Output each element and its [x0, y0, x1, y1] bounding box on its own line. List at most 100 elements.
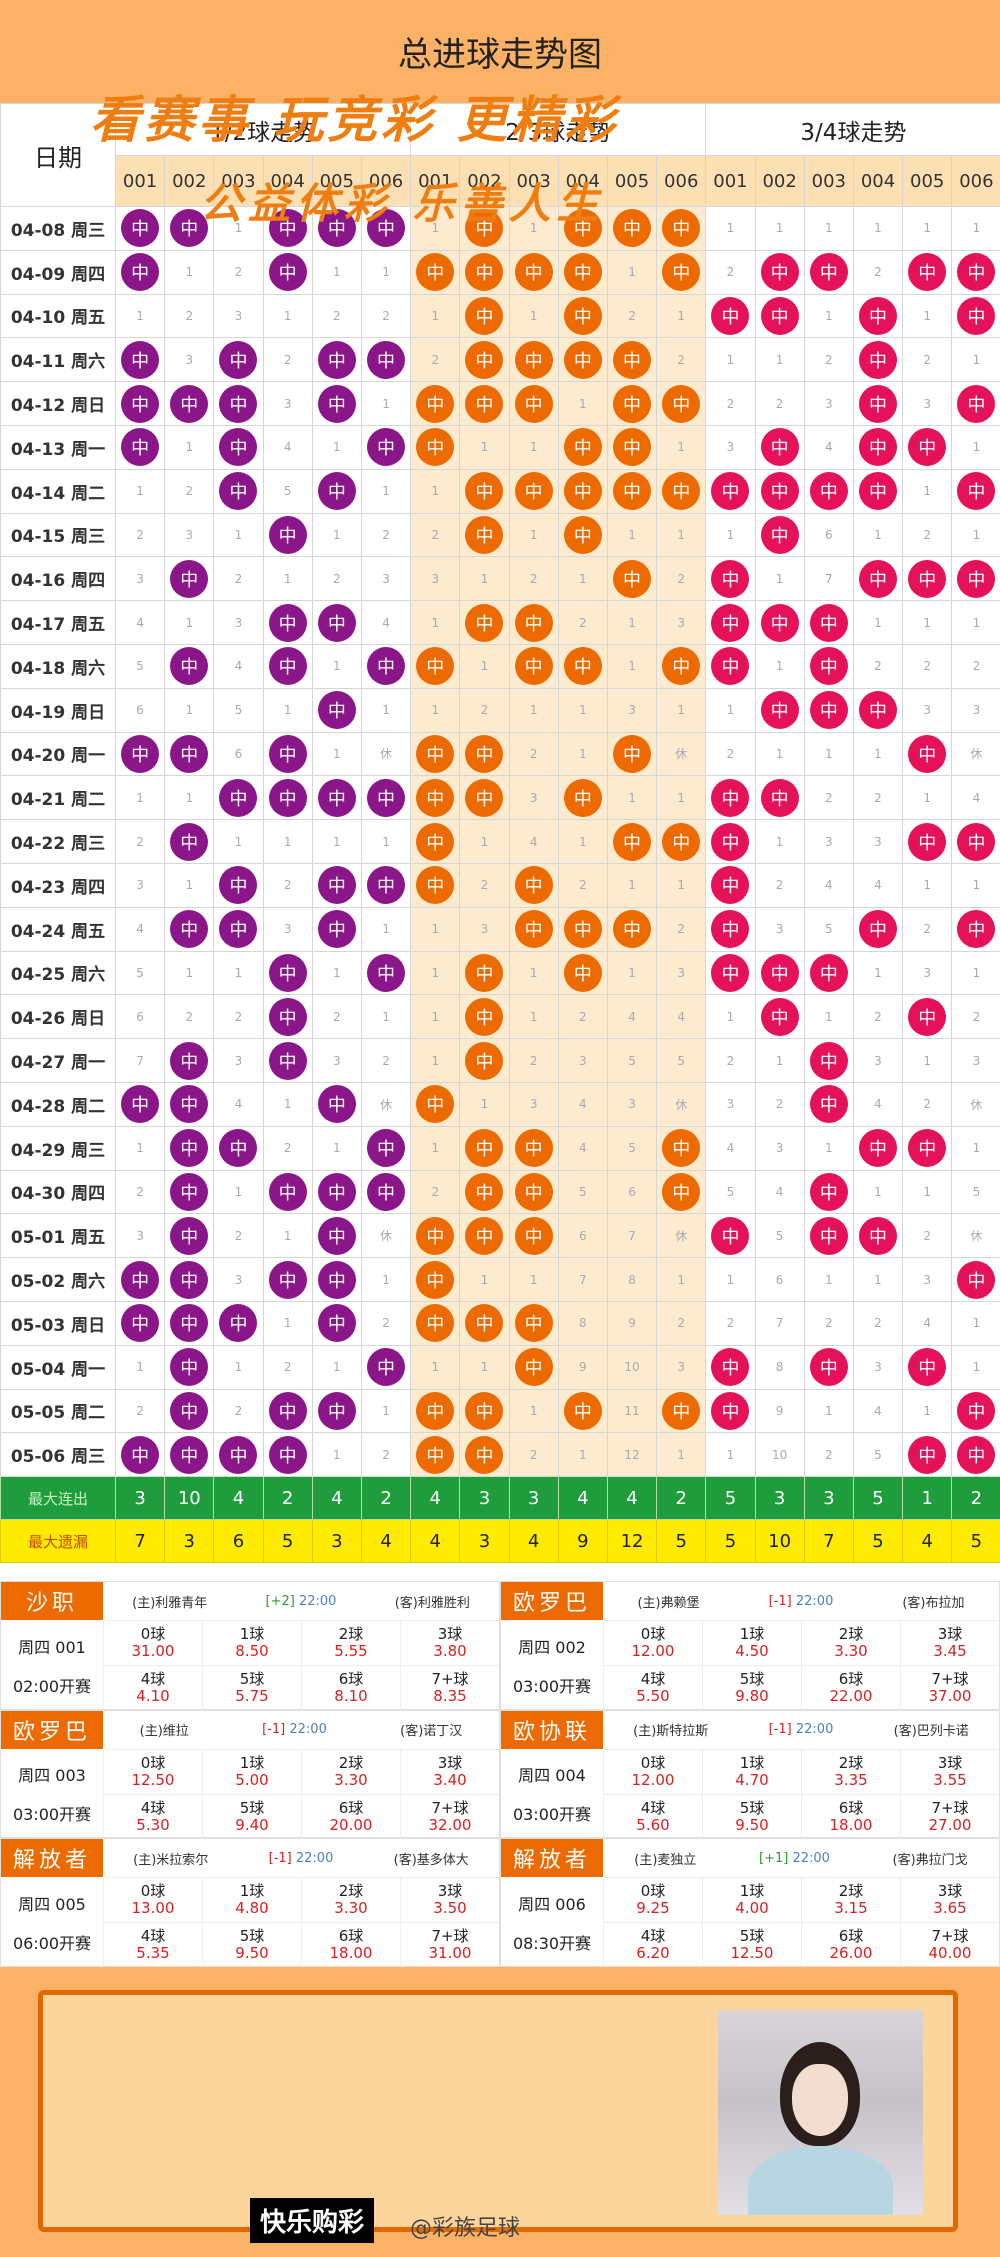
trend-cell: 3 — [951, 1038, 1000, 1083]
hit-ball: 中 — [957, 1260, 996, 1299]
match-teams: (主)麦独立 [+1] 22:00 (客)弗拉门戈 — [603, 1849, 999, 1868]
odds-option[interactable]: 4球 5.60 — [603, 1793, 702, 1839]
hit-ball: 中 — [268, 778, 307, 817]
odds-option[interactable]: 5球 9.80 — [702, 1665, 801, 1710]
hit-ball: 中 — [317, 472, 356, 511]
odds-option[interactable]: 6球 18.00 — [801, 1793, 900, 1839]
match-card[interactable]: 解放者 (主)麦独立 [+1] 22:00 (客)弗拉门戈 周四 006 08:30开赛 0… — [500, 1838, 1000, 1968]
match-card[interactable]: 欧协联 (主)斯特拉斯 [-1] 22:00 (客)巴列卡诺 周四 004 03:00开赛… — [500, 1709, 1000, 1839]
odds-option[interactable]: 6球 20.00 — [301, 1793, 400, 1839]
odds-option[interactable]: 4球 5.35 — [103, 1922, 202, 1968]
odds-option[interactable]: 4球 5.50 — [603, 1665, 702, 1710]
odds-option[interactable]: 1球 5.00 — [202, 1748, 301, 1794]
odds-option[interactable]: 3球 3.65 — [900, 1877, 999, 1923]
trend-cell: 中 — [951, 819, 1000, 864]
trend-cell: 2 — [360, 1432, 412, 1478]
odds-option[interactable]: 4球 5.30 — [103, 1793, 202, 1839]
odds-option[interactable]: 3球 3.55 — [900, 1748, 999, 1794]
odds-option[interactable]: 1球 4.50 — [702, 1620, 801, 1665]
trend-cell: 4 — [213, 643, 264, 689]
odds-option[interactable]: 0球 9.25 — [603, 1877, 702, 1923]
odds-option[interactable]: 1球 4.80 — [202, 1877, 301, 1923]
odds-option[interactable]: 6球 18.00 — [301, 1922, 400, 1968]
max-miss-label: 最大遗漏 — [0, 1519, 116, 1564]
hit-ball: 中 — [416, 1216, 455, 1255]
odds-option[interactable]: 2球 3.30 — [301, 1748, 400, 1794]
odds-option[interactable]: 1球 4.00 — [702, 1877, 801, 1923]
hit-ball: 中 — [219, 1304, 258, 1343]
odds-option[interactable]: 7+球 27.00 — [900, 1793, 999, 1839]
odds-option[interactable]: 2球 5.55 — [301, 1620, 400, 1665]
odds-option[interactable]: 6球 26.00 — [801, 1922, 900, 1968]
trend-cell: 1 — [311, 643, 362, 689]
odds-option[interactable]: 1球 8.50 — [202, 1620, 301, 1665]
odds-option[interactable]: 3球 3.45 — [900, 1620, 999, 1665]
odds-option[interactable]: 6球 22.00 — [801, 1665, 900, 1710]
trend-row: 04-25 周六 5 1 1 中 1 中 1 中 1 中 1 3 中中中 1 3 1 — [0, 950, 1000, 996]
trend-cell: 中 — [951, 1432, 1000, 1478]
odds-option[interactable]: 5球 9.50 — [202, 1922, 301, 1968]
trend-cell: 2 — [508, 556, 559, 602]
odds-option[interactable]: 5球 12.50 — [702, 1922, 801, 1968]
hit-ball: 中 — [367, 953, 406, 992]
trend-cell: 中 — [410, 424, 461, 470]
trend-cell: 1 — [557, 1432, 608, 1478]
odds-option[interactable]: 7+球 40.00 — [900, 1922, 999, 1968]
trend-cell: 4 — [902, 1300, 953, 1346]
odds-value: 5.50 — [636, 1687, 670, 1705]
odds-option[interactable]: 7+球 32.00 — [400, 1793, 499, 1839]
odds-value: 22.00 — [829, 1687, 873, 1705]
odds-option[interactable]: 6球 8.10 — [301, 1665, 400, 1710]
odds-option[interactable]: 0球 12.00 — [603, 1748, 702, 1794]
odds-option[interactable]: 5球 5.75 — [202, 1665, 301, 1710]
row-date: 04-10 周五 — [0, 293, 116, 339]
max-miss-value: 10 — [754, 1519, 805, 1564]
match-card[interactable]: 欧罗巴 (主)维拉 [-1] 22:00 (客)诺丁汉 周四 003 03:00开赛 0球 1… — [0, 1709, 500, 1839]
match-card[interactable]: 解放者 (主)米拉索尔 [-1] 22:00 (客)基多体大 周四 005 06:00开赛… — [0, 1838, 500, 1968]
odds-option[interactable]: 4球 4.10 — [103, 1665, 202, 1710]
hit-ball: 中 — [809, 1041, 848, 1080]
odds-option[interactable]: 7+球 31.00 — [400, 1922, 499, 1968]
odds-option[interactable]: 5球 9.50 — [702, 1793, 801, 1839]
odds-option[interactable]: 2球 3.30 — [801, 1620, 900, 1665]
goal-label: 1球 — [239, 1625, 265, 1643]
hit-ball: 中 — [465, 1391, 504, 1430]
odds-option[interactable]: 2球 3.15 — [801, 1877, 900, 1923]
odds-option[interactable]: 7+球 8.35 — [400, 1665, 499, 1710]
odds-option[interactable]: 0球 12.00 — [603, 1620, 702, 1665]
odds-option[interactable]: 3球 3.40 — [400, 1748, 499, 1794]
max-streak-value: 4 — [311, 1476, 362, 1521]
trend-cell: 1 — [459, 1081, 510, 1127]
match-number: 周四 006 — [518, 1894, 586, 1914]
hit-ball: 中 — [121, 1304, 160, 1343]
odds-option[interactable]: 2球 3.30 — [301, 1877, 400, 1923]
trend-cell: 1 — [902, 600, 953, 645]
trend-cell: 中 — [754, 687, 805, 733]
odds-option[interactable]: 3球 3.80 — [400, 1620, 499, 1665]
trend-cell: 3 — [705, 1081, 756, 1127]
odds-option[interactable]: 7+球 37.00 — [900, 1665, 999, 1710]
odds-option[interactable]: 5球 9.40 — [202, 1793, 301, 1839]
trend-cell: 1 — [164, 424, 215, 470]
goal-label: 1球 — [239, 1753, 265, 1772]
trend-cell: 2 — [508, 1432, 559, 1478]
subcolumn-header: 001 — [705, 155, 756, 207]
odds-option[interactable]: 0球 31.00 — [103, 1620, 202, 1665]
odds-option[interactable]: 1球 4.70 — [702, 1748, 801, 1794]
match-card[interactable]: 沙职 (主)利雅青年 [+2] 22:00 (客)利雅胜利 周四 001 02:00开赛 0… — [0, 1581, 500, 1710]
home-team: (主)弗赖堡 — [637, 1595, 700, 1611]
odds-option[interactable]: 0球 12.50 — [103, 1748, 202, 1794]
trend-cell: 1 — [262, 819, 313, 864]
odds-option[interactable]: 4球 6.20 — [603, 1922, 702, 1968]
trend-cell: 中 — [262, 1432, 313, 1478]
trend-cell: 中 — [311, 600, 362, 645]
odds-option[interactable]: 0球 13.00 — [103, 1877, 202, 1923]
odds-option[interactable]: 2球 3.35 — [801, 1748, 900, 1794]
odds-option[interactable]: 3球 3.50 — [400, 1877, 499, 1923]
trend-cell: 1 — [754, 206, 805, 251]
odds-value: 31.00 — [428, 1944, 472, 1963]
trend-cell: 2 — [311, 556, 362, 602]
trend-cell: 中 — [656, 468, 707, 514]
hit-ball: 中 — [662, 253, 701, 292]
match-card[interactable]: 欧罗巴 (主)弗赖堡 [-1] 22:00 (客)布拉加 周四 002 03:00开赛 0球… — [500, 1581, 1000, 1710]
